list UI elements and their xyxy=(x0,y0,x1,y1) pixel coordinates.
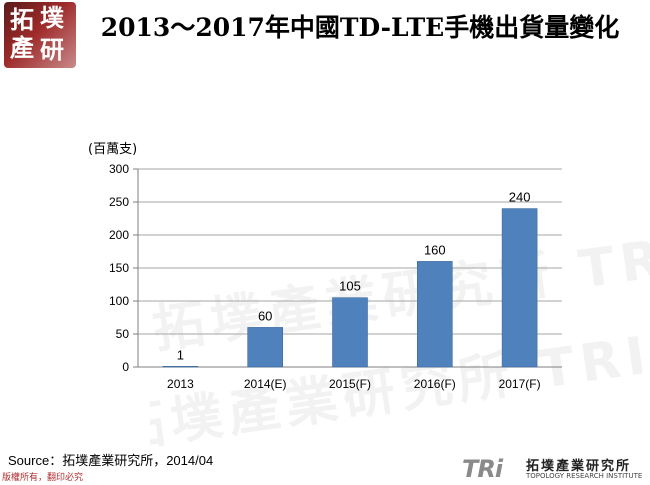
bar xyxy=(162,366,199,368)
chart-gridlines xyxy=(138,168,562,335)
tri-logo-subtitle: TOPOLOGY RESEARCH INSTITUTE xyxy=(526,472,643,480)
y-tick-label: 50 xyxy=(116,327,130,341)
data-label: 240 xyxy=(509,190,531,205)
y-tick-label: 200 xyxy=(109,228,129,242)
y-tick-label: 300 xyxy=(109,162,129,176)
brand-logo: 拓 墣 產 研 xyxy=(4,2,76,68)
x-tick-label: 2013 xyxy=(167,377,194,391)
x-tick-label: 2017(F) xyxy=(499,377,541,391)
bar xyxy=(501,208,538,368)
chart-labels: (百萬支) 0 50 100 150 200 250 300 1 2013 60 2014(E) 105… xyxy=(88,142,541,391)
logo-char: 產 xyxy=(10,33,34,62)
y-tick-label: 250 xyxy=(109,195,129,209)
source-note: Source：拓墣產業研究所，2014/04 xyxy=(8,453,214,468)
data-label: 60 xyxy=(258,308,272,323)
y-tick-label: 100 xyxy=(109,294,129,308)
logo-char: 研 xyxy=(40,35,64,64)
x-tick-label: 2014(E) xyxy=(244,377,287,391)
y-tick-label: 150 xyxy=(109,261,129,275)
bar xyxy=(332,297,368,368)
bar xyxy=(247,327,283,368)
chart-bars xyxy=(162,208,538,368)
data-label: 105 xyxy=(339,279,361,294)
page-title: 2013～2017年中國TD-LTE手機出貨量變化 xyxy=(100,13,620,42)
footer-logo: TRi 拓墣產業研究所 TOPOLOGY RESEARCH INSTITUTE xyxy=(462,453,648,483)
x-tick-label: 2016(F) xyxy=(414,377,456,391)
logo-char: 拓 xyxy=(10,5,34,34)
y-tick-label: 0 xyxy=(122,360,129,374)
logo-char: 墣 xyxy=(40,3,64,32)
tri-logo-name: 拓墣產業研究所 xyxy=(526,459,632,474)
data-label: 160 xyxy=(424,242,446,257)
x-tick-label: 2015(F) xyxy=(329,377,371,391)
copyright-note: 版權所有，翻印必究 xyxy=(2,473,84,483)
y-axis-unit-label: (百萬支) xyxy=(88,142,137,157)
data-label: 1 xyxy=(177,347,184,362)
bar xyxy=(416,261,453,368)
tri-logo-mark: TRi xyxy=(462,455,503,483)
